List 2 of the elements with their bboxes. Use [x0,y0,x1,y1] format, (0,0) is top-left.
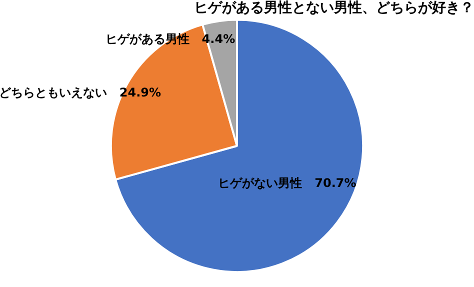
slice-label: ヒゲがない男性 70.7% [218,176,356,190]
chart-title: ヒゲがある男性とない男性、どちらが好き？ [194,0,474,16]
